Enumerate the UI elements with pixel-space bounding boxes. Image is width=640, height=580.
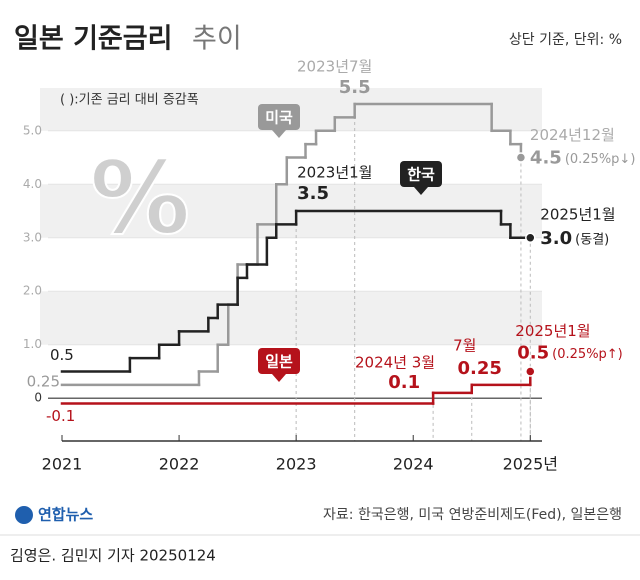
date-label: 2024년 3월: [355, 353, 435, 371]
legend-pointer: [414, 187, 428, 195]
series-line: [60, 209, 532, 373]
logo: 연합뉴스: [38, 506, 93, 524]
end-point: [515, 152, 527, 163]
y-tick-label: 1.0: [23, 337, 42, 351]
y-tick-label: 3.0: [23, 230, 42, 244]
date-label: 2024년12월: [530, 126, 615, 144]
plot-area: 0 1.0 2.0 3.0 4.0 5.0 2021 2022 2023 2024 2025년 0.5…: [23, 58, 636, 474]
date-label: 2025년1월: [540, 205, 615, 223]
y-tick-label: 5.0: [23, 123, 42, 137]
chart-title-suffix: 추이: [192, 24, 242, 55]
legend-label: 미국: [265, 109, 293, 127]
date-label: 7월: [453, 336, 476, 354]
legend-badge: [258, 348, 300, 374]
value-label: 3.5: [297, 183, 329, 204]
legend-badge: [258, 104, 300, 130]
date-label: 2025년1월: [515, 322, 590, 340]
credit: 김영은. 김민지 기자 20250124: [10, 547, 216, 565]
note-label: (0.25%p↑): [552, 347, 623, 362]
date-label: 2023년7월: [297, 58, 372, 76]
value-label: -0.1: [46, 407, 75, 425]
legend-label: 일본: [265, 353, 293, 371]
legend-badge: [400, 161, 442, 187]
source: 자료: 한국은행, 미국 연방준비제도(Fed), 일본은행: [323, 507, 622, 523]
y-tick-label: 2.0: [23, 284, 42, 298]
value-label: 0.25: [458, 358, 502, 379]
y-tick-label: 4.0: [23, 177, 42, 191]
y-tick-label: 0: [34, 391, 42, 405]
note: ( ):기존 금리 대비 증감폭: [60, 93, 199, 108]
watermark: %: [90, 139, 190, 256]
value-label: 3.0: [540, 228, 572, 249]
value-label: 4.5: [530, 148, 562, 169]
note-label: (0.25%p↓): [565, 152, 636, 167]
value-label: 0.5: [50, 346, 74, 364]
chart-title: 일본 기준금리: [14, 24, 172, 55]
series-line: [60, 370, 532, 405]
end-point: [525, 232, 536, 244]
logo-mark: [15, 506, 33, 524]
value-label: 0.5: [517, 342, 549, 363]
x-tick-label: 2025년: [503, 455, 558, 474]
x-tick-label: 2023: [276, 455, 317, 474]
value-label: 0.25: [27, 372, 60, 390]
value-label: 0.1: [388, 372, 420, 393]
value-label: 5.5: [339, 77, 371, 98]
date-label: 2023년1월: [297, 164, 372, 182]
note-label: (동결): [575, 232, 609, 247]
subtitle: 상단 기준, 단위: %: [509, 32, 622, 48]
end-point: [525, 366, 536, 377]
x-tick-label: 2021: [42, 455, 83, 474]
x-tick-label: 2022: [159, 455, 200, 474]
grid-band: [40, 291, 542, 345]
legend-pointer: [272, 374, 286, 382]
legend-pointer: [272, 130, 286, 138]
x-tick-label: 2024: [393, 455, 434, 474]
legend-label: 한국: [407, 166, 435, 184]
